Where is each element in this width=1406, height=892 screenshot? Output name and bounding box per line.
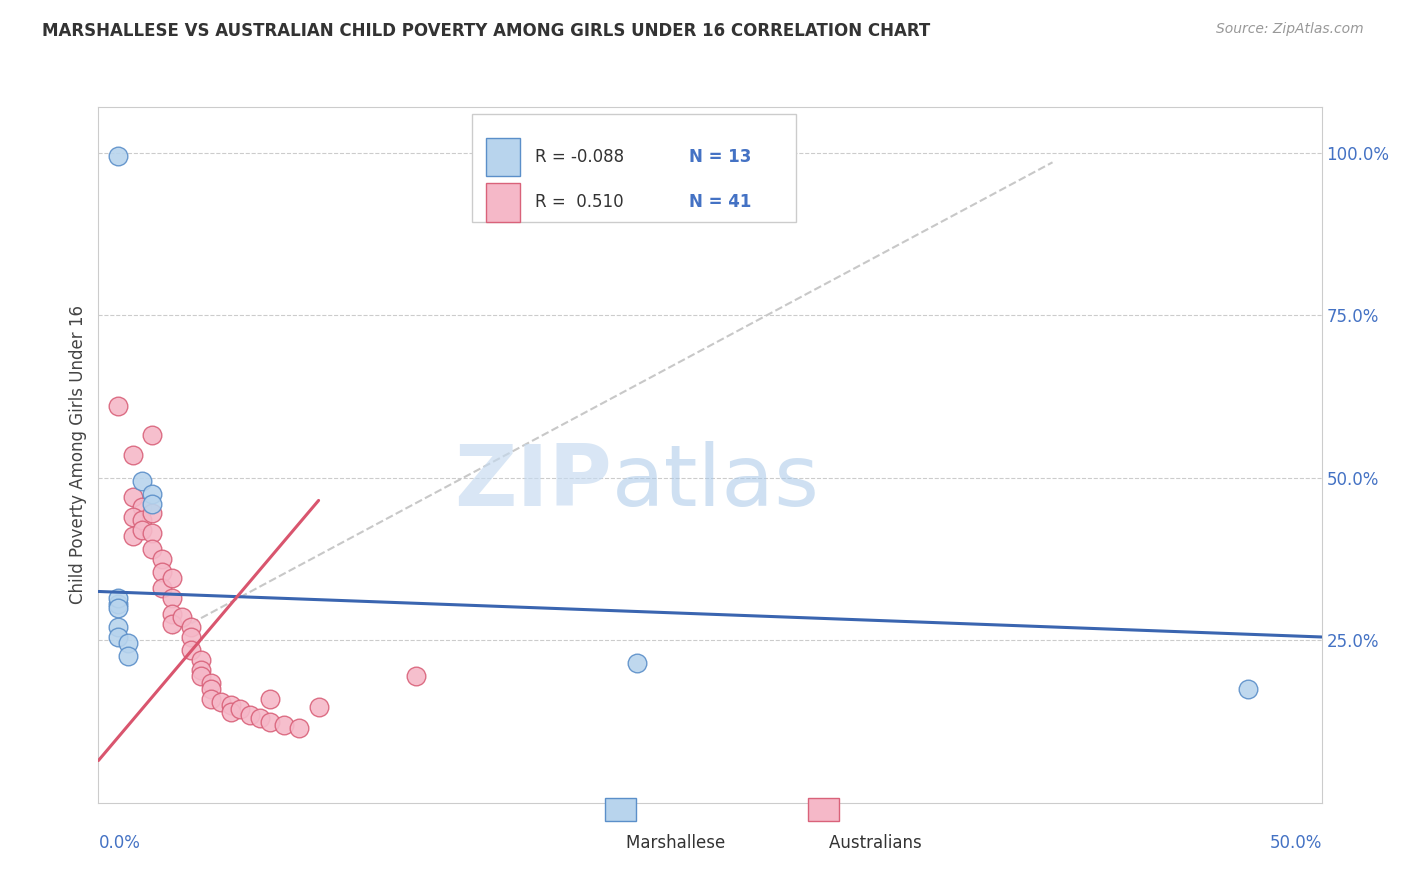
Point — [308, 699, 330, 714]
Point — [180, 643, 202, 657]
Point — [121, 448, 143, 462]
Point — [259, 691, 281, 706]
Text: Source: ZipAtlas.com: Source: ZipAtlas.com — [1216, 22, 1364, 37]
Point — [107, 149, 129, 163]
Text: 0.0%: 0.0% — [98, 834, 141, 852]
Point — [273, 718, 295, 732]
Point — [150, 552, 173, 566]
Point — [405, 669, 427, 683]
Point — [229, 701, 252, 715]
Point — [107, 620, 129, 634]
Point — [141, 507, 163, 521]
Point — [131, 513, 153, 527]
Point — [131, 500, 153, 514]
Point — [107, 600, 129, 615]
Point — [121, 509, 143, 524]
Point — [219, 705, 242, 719]
Point — [107, 399, 129, 413]
Point — [200, 675, 222, 690]
FancyBboxPatch shape — [486, 138, 520, 177]
Point — [259, 714, 281, 729]
Point — [107, 630, 129, 644]
Point — [180, 620, 202, 634]
Point — [626, 656, 648, 670]
Point — [200, 691, 222, 706]
Text: MARSHALLESE VS AUSTRALIAN CHILD POVERTY AMONG GIRLS UNDER 16 CORRELATION CHART: MARSHALLESE VS AUSTRALIAN CHILD POVERTY … — [42, 22, 931, 40]
Point — [190, 653, 212, 667]
Text: 50.0%: 50.0% — [1270, 834, 1322, 852]
Text: R = -0.088: R = -0.088 — [536, 148, 624, 166]
Point — [131, 474, 153, 488]
Point — [121, 490, 143, 504]
Point — [209, 695, 232, 709]
Point — [190, 663, 212, 677]
Point — [107, 591, 129, 605]
Point — [180, 630, 202, 644]
Text: R =  0.510: R = 0.510 — [536, 194, 624, 211]
Point — [160, 572, 183, 586]
Point — [141, 542, 163, 557]
Text: Australians: Australians — [808, 834, 922, 852]
Point — [121, 529, 143, 543]
Point — [288, 721, 311, 735]
Point — [219, 698, 242, 713]
Text: N = 13: N = 13 — [689, 148, 752, 166]
Text: atlas: atlas — [612, 442, 820, 524]
Point — [239, 708, 262, 723]
Point — [160, 591, 183, 605]
Point — [141, 487, 163, 501]
Point — [107, 598, 129, 612]
Point — [160, 607, 183, 622]
Point — [141, 497, 163, 511]
Text: Marshallese: Marshallese — [605, 834, 725, 852]
Point — [150, 581, 173, 595]
Point — [117, 636, 139, 650]
Y-axis label: Child Poverty Among Girls Under 16: Child Poverty Among Girls Under 16 — [69, 305, 87, 605]
Text: N = 41: N = 41 — [689, 194, 752, 211]
Point — [117, 649, 139, 664]
Point — [141, 428, 163, 442]
Point — [160, 617, 183, 632]
Point — [150, 565, 173, 579]
Point — [190, 669, 212, 683]
Point — [170, 610, 193, 624]
Point — [1237, 681, 1260, 696]
Point — [131, 523, 153, 537]
FancyBboxPatch shape — [486, 183, 520, 221]
Point — [200, 681, 222, 696]
Point — [249, 711, 271, 725]
FancyBboxPatch shape — [471, 114, 796, 222]
Point — [141, 525, 163, 540]
Text: ZIP: ZIP — [454, 442, 612, 524]
